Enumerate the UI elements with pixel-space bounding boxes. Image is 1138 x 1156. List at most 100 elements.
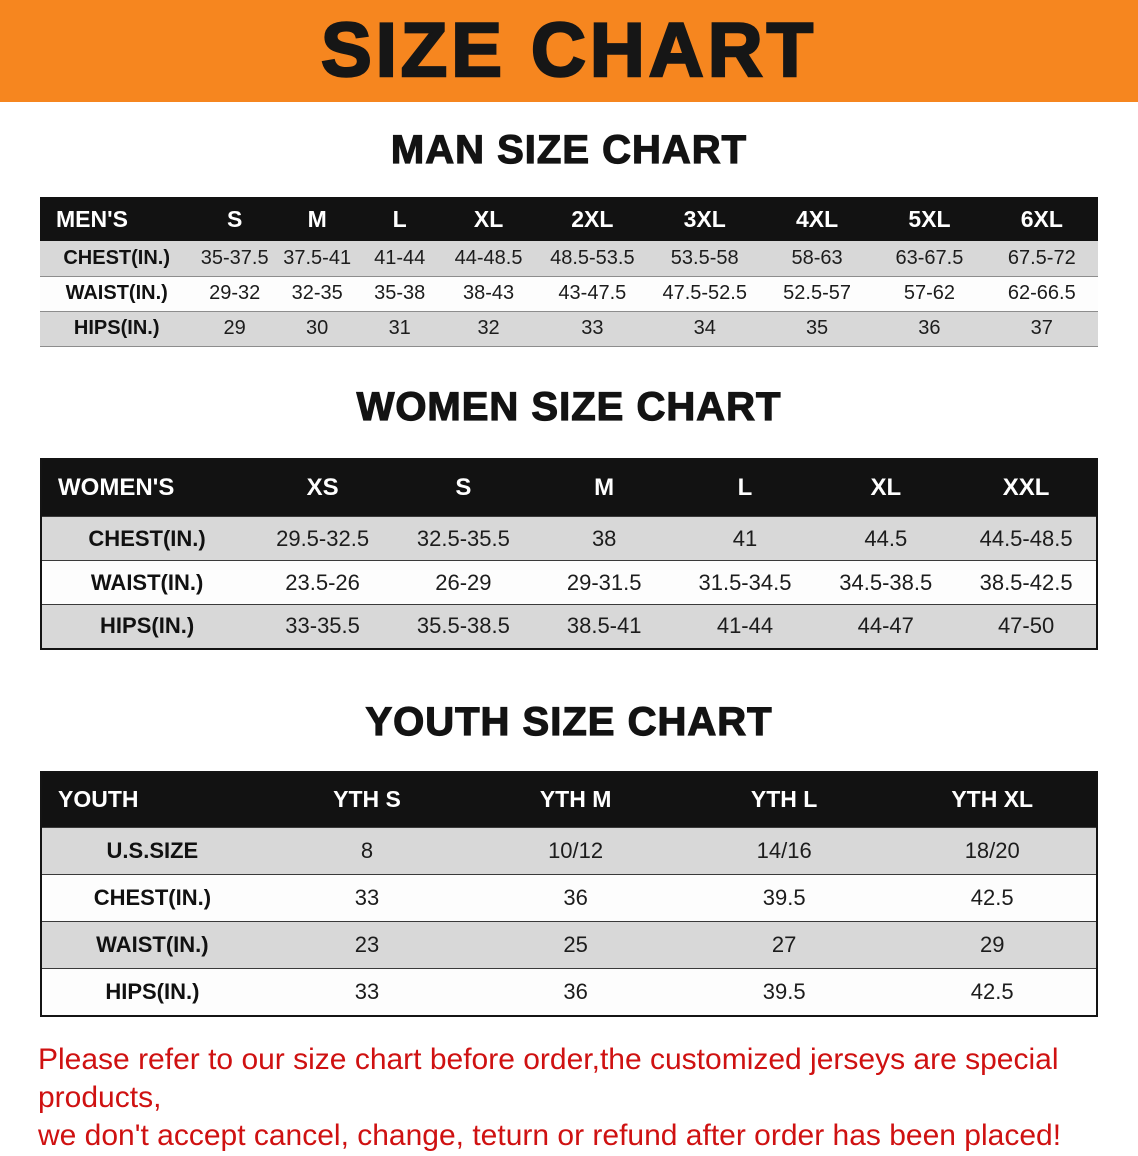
measurement-label: CHEST(IN.) bbox=[63, 246, 171, 269]
measurement-value: 34.5-38.5 bbox=[839, 569, 933, 595]
measurement-value: 34 bbox=[693, 317, 716, 339]
measurement-value: 37 bbox=[1030, 317, 1053, 339]
size-column-header: S bbox=[226, 205, 243, 232]
measurement-value: 39.5 bbox=[762, 885, 806, 910]
table-header-row: WOMEN'S XS S M L XL XXL bbox=[41, 458, 1097, 517]
size-column-header: XL bbox=[870, 473, 902, 501]
measurement-value: 42.5 bbox=[970, 885, 1014, 910]
size-column-header: 5XL bbox=[908, 205, 951, 232]
measurement-row: WAIST(IN.) 23 25 27 29 bbox=[41, 921, 1097, 969]
measurement-value: 33 bbox=[354, 978, 380, 1004]
measurement-value: 29-32 bbox=[209, 282, 261, 304]
mens-size-table: MEN'S S M L XL 2XL 3XL 4XL 5XL 6XL CHEST(IN.) 35-37… bbox=[40, 197, 1098, 347]
measurement-value: 37.5-41 bbox=[283, 246, 352, 269]
top-banner: SIZE CHART bbox=[0, 0, 1138, 102]
disclaimer: Please refer to our size chart before or… bbox=[38, 1041, 1100, 1156]
measurement-value: 41 bbox=[732, 525, 758, 551]
measurement-row: U.S.SIZE 8 10/12 14/16 18/20 bbox=[41, 827, 1097, 875]
measurement-row: WAIST(IN.) 29-32 32-35 35-38 38-43 43-47.5 47.… bbox=[40, 276, 1098, 311]
measurement-value: 41-44 bbox=[374, 246, 426, 269]
measurement-value: 8 bbox=[360, 838, 374, 863]
womens-table-title: WOMEN'S bbox=[58, 473, 175, 501]
measurement-label: WAIST(IN.) bbox=[96, 932, 209, 957]
measurement-value: 23 bbox=[354, 932, 380, 957]
size-column-header: L bbox=[392, 205, 407, 232]
measurement-value: 58-63 bbox=[791, 246, 843, 269]
measurement-value: 29-31.5 bbox=[566, 569, 642, 595]
disclaimer-line-1: Please refer to our size chart before or… bbox=[38, 1042, 1059, 1114]
measurement-value: 30 bbox=[306, 317, 329, 339]
measurement-row: CHEST(IN.) 29.5-32.5 32.5-35.5 38 41 44.5 44.5… bbox=[41, 516, 1097, 561]
measurement-value: 62-66.5 bbox=[1007, 282, 1076, 304]
measurement-value: 35.5-38.5 bbox=[416, 613, 510, 639]
measurement-value: 48.5-53.5 bbox=[550, 246, 635, 269]
measurement-value: 67.5-72 bbox=[1007, 246, 1076, 269]
size-column-header: 6XL bbox=[1020, 205, 1063, 232]
measurement-label: HIPS(IN.) bbox=[100, 613, 195, 639]
measurement-value: 47.5-52.5 bbox=[662, 282, 747, 304]
measurement-value: 43-47.5 bbox=[558, 282, 627, 304]
page-title: SIZE CHART bbox=[320, 8, 817, 93]
measurement-value: 42.5 bbox=[970, 978, 1014, 1004]
measurement-value: 32 bbox=[477, 317, 500, 339]
measurement-value: 35-37.5 bbox=[200, 246, 269, 269]
measurement-value: 36 bbox=[918, 317, 941, 339]
measurement-value: 26-29 bbox=[435, 569, 492, 595]
measurement-value: 31.5-34.5 bbox=[698, 569, 792, 595]
size-column-header: XL bbox=[473, 205, 504, 232]
measurement-row: CHEST(IN.) 33 36 39.5 42.5 bbox=[41, 874, 1097, 922]
measurement-label: WAIST(IN.) bbox=[90, 569, 204, 595]
womens-size-table: WOMEN'S XS S M L XL XXL CHEST(IN.) 29.5-32.5 32.5… bbox=[40, 457, 1098, 650]
measurement-value: 44.5 bbox=[864, 525, 908, 551]
size-column-header: YTH XL bbox=[951, 786, 1034, 813]
women-size-section: WOMEN SIZE CHART WOMEN'S XS S M L XL XXL CHEST(… bbox=[0, 384, 1138, 650]
measurement-value: 52.5-57 bbox=[783, 282, 851, 304]
measurement-value: 47-50 bbox=[997, 613, 1055, 639]
measurement-value: 39.5 bbox=[762, 978, 806, 1004]
disclaimer-line-2: we don't accept cancel, change, teturn o… bbox=[38, 1119, 1062, 1153]
measurement-value: 29 bbox=[979, 932, 1005, 957]
measurement-value: 18/20 bbox=[964, 838, 1020, 863]
measurement-value: 36 bbox=[563, 885, 588, 910]
measurement-value: 36 bbox=[563, 978, 588, 1004]
measurement-value: 31 bbox=[388, 317, 411, 339]
youth-size-table: YOUTH YTH S YTH M YTH L YTH XL U.S.SIZE 8 10/12… bbox=[40, 770, 1098, 1017]
measurement-value: 32.5-35.5 bbox=[416, 525, 510, 551]
measurement-value: 27 bbox=[771, 932, 797, 957]
measurement-label: HIPS(IN.) bbox=[73, 317, 160, 339]
youth-size-table-container: YOUTH YTH S YTH M YTH L YTH XL U.S.SIZE 8 10/12… bbox=[40, 770, 1098, 1017]
measurement-label: U.S.SIZE bbox=[106, 838, 199, 863]
size-column-header: L bbox=[737, 473, 753, 501]
measurement-value: 25 bbox=[563, 932, 588, 957]
measurement-value: 33 bbox=[354, 885, 380, 910]
measurement-value: 41-44 bbox=[716, 613, 774, 639]
measurement-value: 10/12 bbox=[548, 838, 604, 863]
measurement-label: WAIST(IN.) bbox=[65, 282, 168, 304]
size-column-header: XS bbox=[306, 473, 339, 501]
measurement-value: 44.5-48.5 bbox=[979, 525, 1073, 551]
measurement-value: 35 bbox=[805, 317, 829, 339]
measurement-value: 38 bbox=[591, 525, 617, 551]
size-column-header: 2XL bbox=[571, 205, 614, 232]
youth-section-heading: YOUTH SIZE CHART bbox=[365, 699, 773, 744]
youth-table-title: YOUTH bbox=[58, 786, 139, 813]
measurement-row: HIPS(IN.) 29 30 31 32 33 34 35 36 37 bbox=[40, 311, 1098, 346]
measurement-value: 44-47 bbox=[857, 613, 914, 639]
size-column-header: 3XL bbox=[683, 205, 726, 232]
men-size-table-container: MEN'S S M L XL 2XL 3XL 4XL 5XL 6XL CHEST(IN.) 35-37… bbox=[40, 197, 1098, 347]
measurement-value: 53.5-58 bbox=[670, 246, 739, 269]
women-section-heading: WOMEN SIZE CHART bbox=[356, 384, 782, 429]
measurement-value: 35-38 bbox=[374, 282, 426, 304]
measurement-value: 44-48.5 bbox=[454, 246, 523, 269]
table-header-row: MEN'S S M L XL 2XL 3XL 4XL 5XL 6XL bbox=[40, 197, 1098, 241]
measurement-label: HIPS(IN.) bbox=[105, 978, 200, 1004]
measurement-value: 29.5-32.5 bbox=[276, 525, 370, 551]
measurement-label: CHEST(IN.) bbox=[93, 885, 212, 910]
measurement-value: 14/16 bbox=[756, 838, 812, 863]
measurement-value: 32-35 bbox=[291, 282, 343, 304]
measurement-value: 38.5-42.5 bbox=[979, 569, 1073, 595]
size-column-header: M bbox=[307, 205, 327, 232]
men-size-section: MAN SIZE CHART MEN'S S M L XL 2XL 3XL 4XL 5XL 6XL… bbox=[0, 127, 1138, 347]
measurement-label: CHEST(IN.) bbox=[88, 525, 206, 551]
measurement-row: CHEST(IN.) 35-37.5 37.5-41 41-44 44-48.5 48.5… bbox=[40, 241, 1098, 276]
